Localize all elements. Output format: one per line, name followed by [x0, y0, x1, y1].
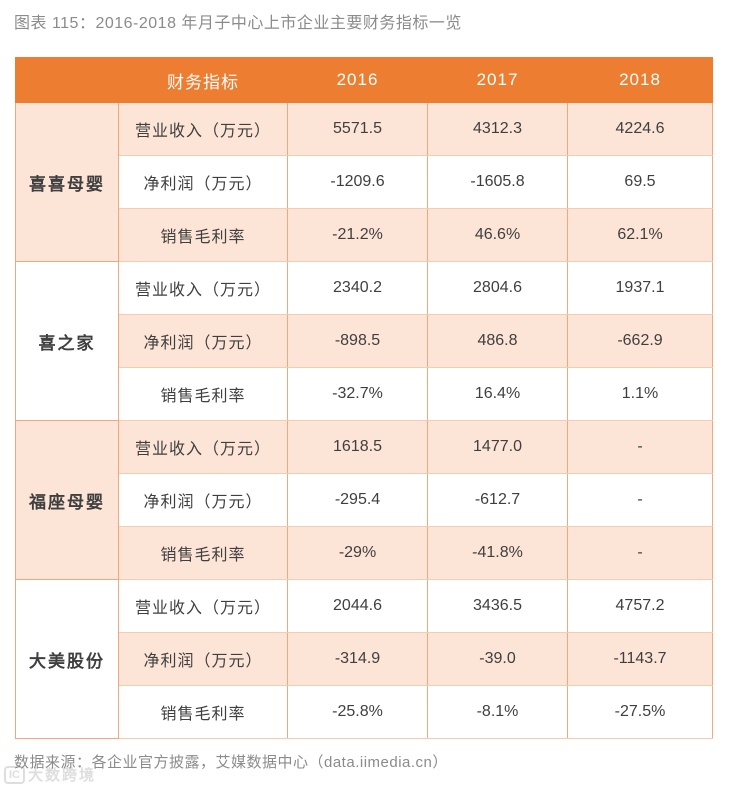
financial-indicators-table: 财务指标 2016 2017 2018 喜喜母婴 营业收入（万元） 5571.5 43… [15, 57, 713, 739]
table-row: 净利润（万元） -295.4 -612.7- [16, 473, 713, 527]
value-cell-2017: 4312.3 [427, 102, 568, 156]
value-cell-2018: 1937.1 [567, 261, 713, 315]
value-cell-2018: -27.5% [567, 685, 713, 739]
header-cell-2016: 2016 [287, 57, 428, 103]
value-cell-2016: 2044.6 [287, 579, 428, 633]
value-cell-2017: 486.8 [427, 314, 568, 368]
table-header: 财务指标 2016 2017 2018 [15, 57, 713, 103]
table-header-row: 财务指标 2016 2017 2018 [15, 57, 713, 103]
table-row: 净利润（万元） -314.9 -39.0 -1143.7 [16, 632, 713, 686]
value-cell-2018: - [567, 526, 713, 580]
company-cell: 喜喜母婴 [15, 102, 119, 262]
value-cell-2016: -25.8% [287, 685, 428, 739]
value-cell-2016: -32.7% [287, 367, 428, 421]
company-cell: 喜之家 [15, 261, 119, 421]
indicator-cell: 营业收入（万元） [118, 102, 288, 156]
value-cell-2017: -1605.8 [427, 155, 568, 209]
value-cell-2017: -8.1% [427, 685, 568, 739]
value-cell-2017: 2804.6 [427, 261, 568, 315]
header-cell-company [15, 57, 119, 103]
value-cell-2017: -41.8% [427, 526, 568, 580]
table-row: 喜喜母婴 营业收入（万元） 5571.5 4312.3 4224.6 [15, 102, 713, 262]
table-row: 销售毛利率 -29% -41.8% - [16, 526, 713, 580]
indicator-cell: 营业收入（万元） [118, 261, 288, 315]
value-cell-2016: 1618.5 [287, 420, 428, 474]
value-cell-2017: 46.6% [427, 208, 568, 262]
value-cell-2018: -1143.7 [567, 632, 713, 686]
table-row: 销售毛利率 -21.2% 46.6% 62.1% [16, 208, 713, 262]
company-cell: 大美股份 [15, 579, 119, 739]
value-cell-2016: -21.2% [287, 208, 428, 262]
header-cell-2017: 2017 [427, 57, 568, 103]
table-row: 销售毛利率 -32.7% 16.4% 1.1% [16, 367, 713, 421]
value-cell-2018: 4224.6 [567, 102, 713, 156]
value-cell-2018: 1.1% [567, 367, 713, 421]
table-row: 大美股份 营业收入（万元） 2044.6 3436.5 4757.2 [15, 579, 713, 739]
indicator-cell: 销售毛利率 [118, 208, 288, 262]
value-cell-2017: 3436.5 [427, 579, 568, 633]
indicator-cell: 销售毛利率 [118, 526, 288, 580]
value-cell-2016: -29% [287, 526, 428, 580]
indicator-cell: 营业收入（万元） [118, 420, 288, 474]
value-cell-2017: 16.4% [427, 367, 568, 421]
indicator-cell: 净利润（万元） [118, 473, 288, 527]
value-cell-2017: 1477.0 [427, 420, 568, 474]
value-cell-2018: - [567, 420, 713, 474]
value-cell-2016: -314.9 [287, 632, 428, 686]
table-row: 销售毛利率 -25.8% -8.1% -27.5% [16, 685, 713, 739]
indicator-cell: 净利润（万元） [118, 632, 288, 686]
value-cell-2016: 5571.5 [287, 102, 428, 156]
value-cell-2016: 2340.2 [287, 261, 428, 315]
value-cell-2016: -1209.6 [287, 155, 428, 209]
indicator-cell: 净利润（万元） [118, 314, 288, 368]
figure-title: 图表 115：2016-2018 年月子中心上市企业主要财务指标一览 [14, 15, 462, 32]
value-cell-2018: 4757.2 [567, 579, 713, 633]
value-cell-2017: -39.0 [427, 632, 568, 686]
value-cell-2016: -295.4 [287, 473, 428, 527]
header-cell-indicator: 财务指标 [118, 57, 288, 103]
data-source-note: 数据来源：各企业官方披露，艾媒数据中心（data.iimedia.cn） [14, 754, 448, 771]
header-cell-2018: 2018 [567, 57, 713, 103]
value-cell-2018: - [567, 473, 713, 527]
table-row: 净利润（万元） -1209.6 -1605.8 69.5 [16, 155, 713, 209]
table-row: 福座母婴 营业收入（万元） 1618.5 1477.0- [15, 420, 713, 580]
value-cell-2018: 62.1% [567, 208, 713, 262]
indicator-cell: 销售毛利率 [118, 685, 288, 739]
indicator-cell: 销售毛利率 [118, 367, 288, 421]
table-row: 喜之家 营业收入（万元） 2340.2 2804.6 1937.1 [15, 261, 713, 421]
indicator-cell: 净利润（万元） [118, 155, 288, 209]
value-cell-2018: -662.9 [567, 314, 713, 368]
company-cell: 福座母婴 [15, 420, 119, 580]
value-cell-2018: 69.5 [567, 155, 713, 209]
indicator-cell: 营业收入（万元） [118, 579, 288, 633]
value-cell-2016: -898.5 [287, 314, 428, 368]
table-body: 喜喜母婴 营业收入（万元） 5571.5 4312.3 4224.6 净利润（万元） -12… [15, 102, 713, 739]
value-cell-2017: -612.7 [427, 473, 568, 527]
table-row: 净利润（万元） -898.5 486.8 -662.9 [16, 314, 713, 368]
